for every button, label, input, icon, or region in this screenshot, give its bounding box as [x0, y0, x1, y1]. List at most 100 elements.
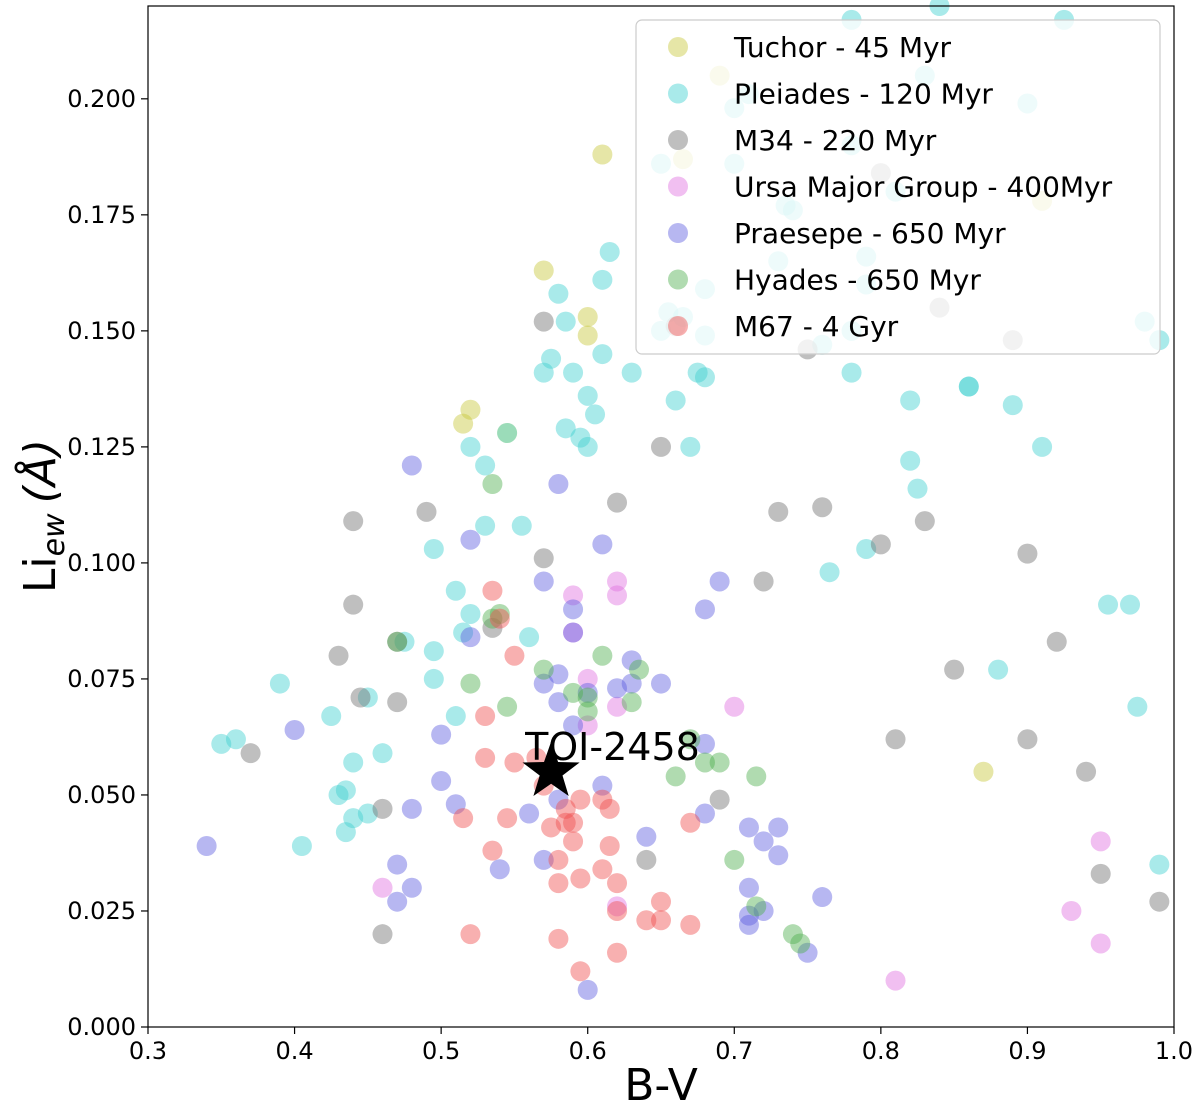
data-point-series-6: [555, 812, 576, 833]
data-point-series-0: [577, 325, 598, 346]
x-tick-label: 0.9: [1008, 1037, 1046, 1065]
data-point-series-1: [563, 362, 584, 383]
data-point-series-4: [768, 817, 789, 838]
legend-label: M34 - 220 Myr: [734, 124, 937, 157]
data-point-series-5: [621, 692, 642, 713]
data-point-series-4: [533, 571, 554, 592]
data-point-series-2: [1017, 543, 1038, 564]
data-point-series-6: [636, 910, 657, 931]
data-point-series-1: [900, 450, 921, 471]
data-point-series-2: [768, 501, 789, 522]
data-point-series-4: [431, 724, 452, 745]
data-point-series-1: [1002, 395, 1023, 416]
y-tick-label: 0.075: [67, 665, 136, 693]
data-point-series-6: [489, 608, 510, 629]
data-point-series-4: [548, 789, 569, 810]
data-point-series-2: [1149, 891, 1170, 912]
data-point-series-5: [482, 608, 503, 629]
data-point-series-5: [460, 673, 481, 694]
data-point-series-1: [475, 515, 496, 536]
data-point-series-6: [482, 580, 503, 601]
data-point-series-6: [548, 849, 569, 870]
target-star-marker: [522, 741, 580, 796]
data-point-series-4: [768, 845, 789, 866]
data-point-series-3: [1061, 900, 1082, 921]
data-point-series-4: [533, 849, 554, 870]
data-point-series-1: [687, 362, 708, 383]
data-point-series-2: [870, 534, 891, 555]
y-tick-label: 0.000: [67, 1013, 136, 1041]
data-point-series-5: [665, 766, 686, 787]
data-point-series-1: [445, 706, 466, 727]
data-point-series-2: [343, 511, 364, 532]
data-point-series-1: [856, 538, 877, 559]
y-tick-label: 0.175: [67, 201, 136, 229]
data-point-series-5: [387, 631, 408, 652]
data-point-series-1: [269, 673, 290, 694]
data-point-series-1: [211, 733, 232, 754]
data-point-series-5: [782, 924, 803, 945]
data-point-series-1: [585, 404, 606, 425]
data-point-series-1: [453, 622, 474, 643]
data-point-series-3: [563, 622, 584, 643]
data-point-series-1: [570, 427, 591, 448]
data-point-series-0: [592, 144, 613, 165]
data-point-series-6: [592, 859, 613, 880]
legend-marker: [668, 176, 688, 197]
data-point-series-1: [1098, 594, 1119, 615]
data-point-series-1: [680, 436, 701, 457]
data-point-series-6: [460, 924, 481, 945]
data-point-series-0: [533, 260, 554, 281]
data-point-series-6: [651, 891, 671, 912]
data-point-series-1: [343, 808, 364, 829]
data-point-series-1: [592, 344, 613, 365]
data-point-series-4: [694, 803, 715, 824]
data-point-series-3: [607, 896, 628, 917]
data-point-series-5: [790, 933, 811, 954]
data-point-series-6: [599, 836, 620, 857]
data-point-series-2: [753, 571, 774, 592]
data-point-series-1: [1127, 696, 1148, 717]
data-point-series-1: [958, 376, 979, 397]
data-point-series-5: [592, 645, 613, 666]
data-point-series-3: [1090, 933, 1111, 954]
data-point-series-1: [328, 784, 349, 805]
data-point-series-3: [607, 696, 628, 717]
data-point-series-1: [577, 436, 598, 457]
data-point-series-1: [372, 743, 393, 764]
data-point-series-1: [577, 385, 598, 406]
data-point-series-3: [372, 877, 393, 898]
data-point-series-6: [548, 928, 569, 949]
y-tick-label: 0.025: [67, 897, 136, 925]
data-point-series-1: [548, 283, 569, 304]
x-tick-label: 0.5: [422, 1037, 460, 1065]
data-point-series-5: [533, 659, 554, 680]
legend-label: Pleiades - 120 Myr: [734, 78, 993, 111]
data-point-series-4: [812, 887, 833, 908]
data-point-series-1: [357, 803, 378, 824]
data-point-series-4: [577, 682, 598, 703]
data-point-series-1: [357, 687, 378, 708]
y-tick-label: 0.050: [67, 781, 136, 809]
data-point-series-2: [709, 789, 730, 810]
y-tick-label: 0.200: [67, 85, 136, 113]
data-point-series-4: [709, 571, 730, 592]
data-point-series-2: [1090, 863, 1111, 884]
data-point-series-1: [445, 580, 466, 601]
data-point-series-4: [284, 719, 305, 740]
data-point-series-1: [335, 822, 356, 843]
data-point-series-1: [511, 515, 532, 536]
data-point-series-5: [746, 766, 767, 787]
data-point-series-2: [533, 311, 554, 332]
data-point-series-6: [482, 840, 503, 861]
data-point-series-4: [621, 673, 642, 694]
data-point-series-4: [577, 979, 598, 1000]
data-point-series-5: [563, 682, 584, 703]
data-point-series-2: [914, 511, 935, 532]
data-point-series-1: [929, 0, 950, 16]
legend-label: Praesepe - 650 Myr: [734, 217, 1006, 250]
x-tick-label: 0.4: [275, 1037, 313, 1065]
y-axis-label-unit: (Å): [13, 439, 66, 503]
data-point-series-6: [570, 789, 591, 810]
